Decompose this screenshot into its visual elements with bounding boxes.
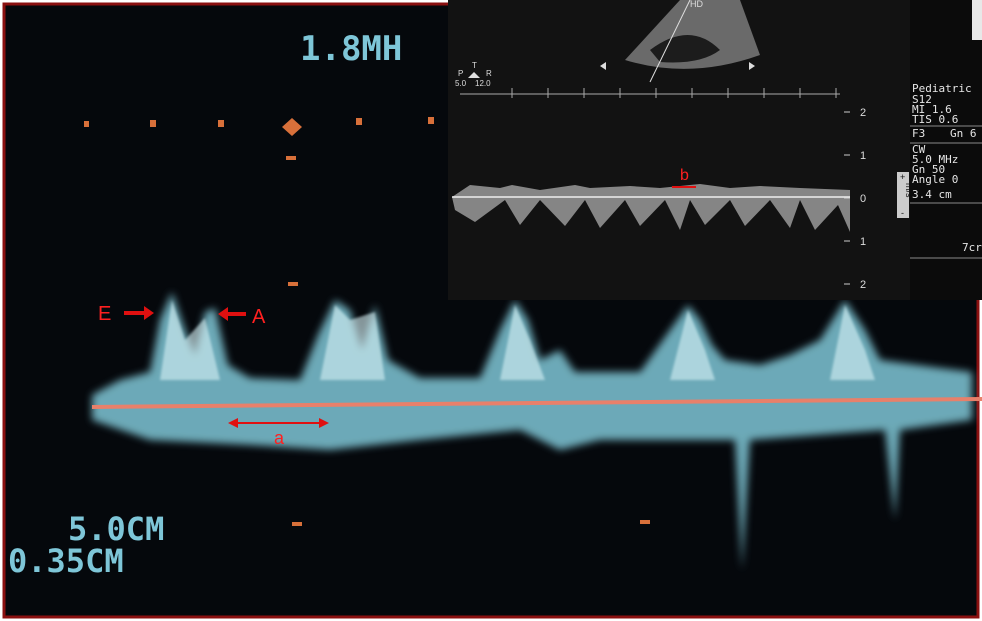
velocity-tick-label: 2: [860, 107, 866, 119]
side-panel-line: TIS 0.6: [912, 113, 958, 126]
velocity-tick-label: 1: [860, 236, 866, 248]
page: E A a 1.8MH 5.0CM 0.35CM HD P T R 5.0 12…: [0, 0, 982, 621]
velocity-tick-label: 2: [860, 279, 866, 291]
side-panel-line: Gn 6: [950, 127, 977, 140]
scale-right: 12.0: [475, 79, 491, 88]
label-a-interval: a: [274, 428, 285, 448]
label-e: E: [98, 303, 111, 325]
probe-mark: HD: [690, 0, 703, 9]
gate: 0.35CM: [8, 542, 124, 580]
orient-r: R: [486, 69, 492, 78]
label-b: b: [680, 167, 689, 184]
orient-t: T: [472, 61, 477, 70]
frequency: 1.8MH: [300, 29, 402, 69]
velocity-tick-label: 0: [860, 193, 866, 205]
doppler-image: E A a 1.8MH 5.0CM 0.35CM HD P T R 5.0 12…: [0, 0, 982, 621]
unit-plus: +: [900, 172, 905, 182]
scale-left: 5.0: [455, 79, 467, 88]
unit-minus: -: [901, 208, 904, 218]
side-panel-line: 7cr: [962, 241, 982, 254]
orient-p: P: [458, 69, 463, 78]
side-panel-line: Angle 0: [912, 173, 958, 186]
label-a: A: [252, 306, 266, 328]
side-panel-line: F3: [912, 127, 925, 140]
velocity-tick-label: 1: [860, 150, 866, 162]
side-panel-line: 3.4 cm: [912, 188, 952, 201]
